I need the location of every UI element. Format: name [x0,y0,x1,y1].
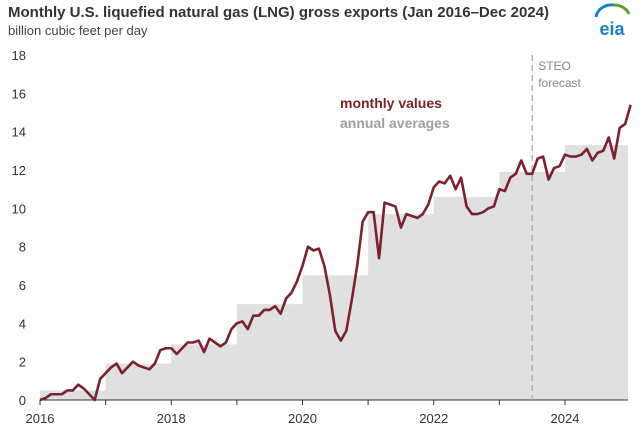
y-tick-label: 10 [12,201,26,216]
y-tick-label: 2 [19,355,26,370]
x-tick-label: 2016 [26,411,55,426]
x-tick-label: 2018 [157,411,186,426]
monthly-values-line [39,104,632,402]
y-tick-label: 4 [19,316,26,331]
x-tick-label: 2024 [551,411,580,426]
x-tick-label: 2020 [288,411,317,426]
y-tick-label: 14 [12,125,26,140]
y-tick-label: 16 [12,86,26,101]
y-tick-label: 8 [19,240,26,255]
legend-annual-averages: annual averages [340,115,450,131]
x-axis: 2016 2018 2020 2022 2024 [26,399,628,426]
annual-averages-area [40,145,628,400]
y-tick-label: 6 [19,278,26,293]
eia-logo-text: eia [599,19,625,39]
annual-averages-step-area [40,145,628,400]
eia-logo-arc-green [613,3,631,15]
eia-logo-icon: eia [594,3,631,39]
y-axis: 0 2 4 6 8 10 12 14 16 18 [12,48,26,408]
legend-monthly-values: monthly values [340,95,442,111]
y-tick-label: 12 [12,163,26,178]
forecast-label-forecast: forecast [538,76,581,90]
x-tick-label: 2022 [419,411,448,426]
eia-logo-arc-blue [594,3,615,18]
forecast-label-steo: STEO [538,59,571,73]
y-tick-label: 18 [12,48,26,63]
chart-subtitle: billion cubic feet per day [8,23,148,38]
chart-title: Monthly U.S. liquefied natural gas (LNG)… [8,4,549,21]
y-tick-label: 0 [19,393,26,408]
